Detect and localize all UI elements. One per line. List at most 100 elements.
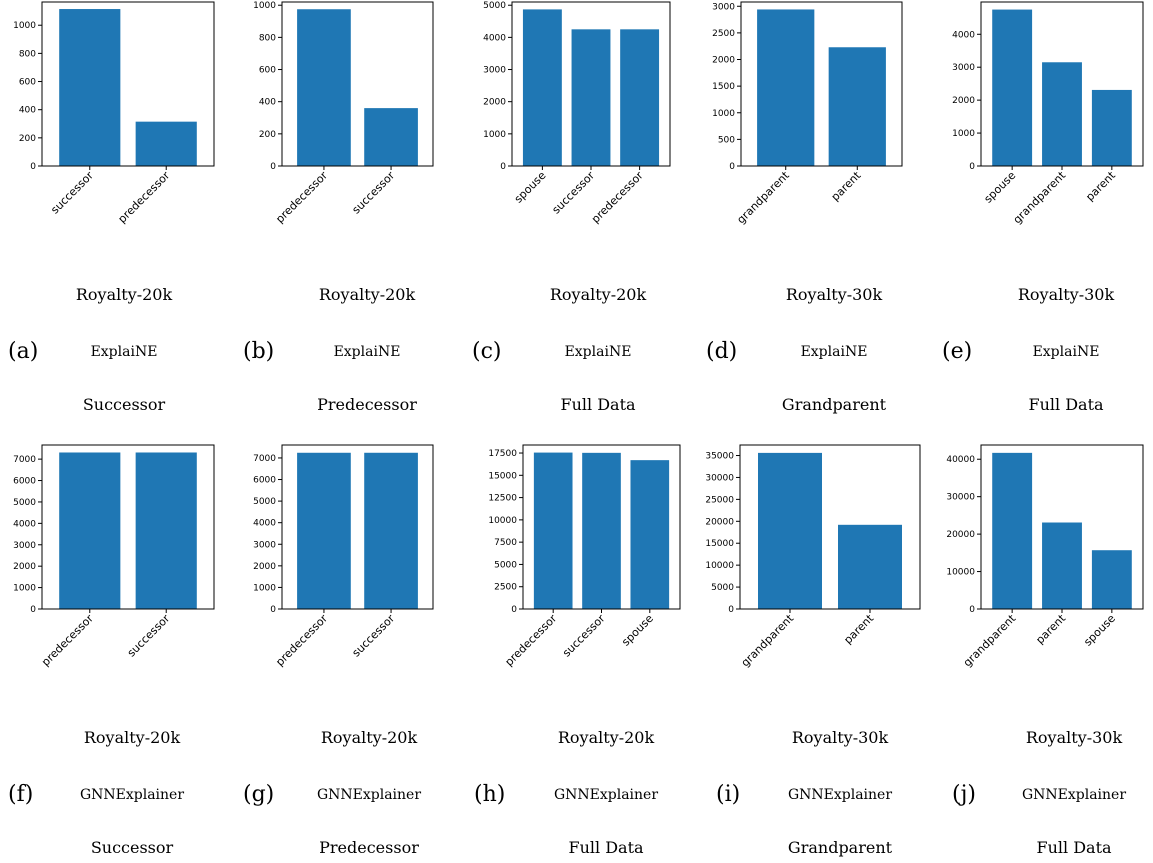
x-tick-label: spouse <box>1081 612 1118 649</box>
y-tick-label: 1000 <box>13 584 36 594</box>
bar <box>757 9 815 167</box>
bar <box>758 452 822 609</box>
y-tick-label: 6000 <box>13 477 36 487</box>
caption-target: Full Data <box>568 838 644 857</box>
caption-letter: (d) <box>706 339 737 364</box>
bar <box>59 9 121 167</box>
y-tick-label: 10000 <box>705 561 734 571</box>
chart-panel-i: 0 5000 10000 15000 20000 25000 30000 35000 grand… <box>705 444 921 669</box>
bar <box>135 121 197 166</box>
y-tick-label: 1000 <box>13 21 36 31</box>
caption-letter: (a) <box>8 339 38 364</box>
caption-method: GNNExplainer <box>554 787 658 803</box>
bar <box>364 452 418 609</box>
bar <box>297 452 351 609</box>
y-tick-label: 15000 <box>705 539 734 549</box>
x-tick-label: grandparent <box>739 611 797 669</box>
caption-dataset: Royalty-30k <box>1018 285 1115 304</box>
x-tick-label: predecessor <box>589 169 646 226</box>
chart-panel-j: 0 10000 20000 30000 40000 grandparent parent sp… <box>946 444 1144 669</box>
caption-b: Royalty-20k ExplaiNE Predecessor (b) <box>243 285 417 414</box>
y-tick-label: 30000 <box>946 493 975 503</box>
y-tick-label: 0 <box>270 162 276 172</box>
y-tick-label: 3000 <box>952 63 975 73</box>
bar <box>364 108 418 166</box>
caption-dataset: Royalty-20k <box>558 728 655 747</box>
chart-panel-d: 0 500 1000 1500 2000 2500 3000 grandparent paren… <box>712 1 903 226</box>
y-tick-label: 35000 <box>705 452 734 462</box>
x-tick-label: predecessor <box>503 612 560 669</box>
y-tick-label: 10000 <box>488 516 517 526</box>
caption-target: Full Data <box>1028 395 1104 414</box>
x-tick-label: parent <box>1033 611 1068 646</box>
y-tick-label: 1000 <box>253 583 276 593</box>
caption-dataset: Royalty-20k <box>76 285 173 304</box>
y-tick-label: 2000 <box>712 56 735 66</box>
plot-frame <box>281 444 434 610</box>
x-tick-label: predecessor <box>39 612 96 669</box>
caption-target: Predecessor <box>319 838 419 857</box>
caption-method: GNNExplainer <box>317 787 421 803</box>
y-tick-label: 800 <box>19 49 36 59</box>
y-tick-label: 1500 <box>712 82 735 92</box>
y-tick-label: 4000 <box>253 519 276 529</box>
bar <box>838 524 902 609</box>
y-tick-label: 0 <box>270 605 276 615</box>
y-tick-label: 4000 <box>13 519 36 529</box>
y-tick-label: 0 <box>511 605 517 615</box>
y-tick-label: 5000 <box>13 498 36 508</box>
y-tick-label: 0 <box>30 605 36 615</box>
caption-method: ExplaiNE <box>565 344 632 360</box>
chart-panel-h: 0 2500 5000 7500 10000 12500 15000 17500 predece… <box>488 444 681 669</box>
y-tick-label: 400 <box>19 106 36 116</box>
bar <box>582 452 621 609</box>
caption-letter: (c) <box>472 339 502 364</box>
chart-panel-a: 0 200 400 600 800 1000 successor predecessor <box>13 1 215 226</box>
caption-j: Royalty-30k GNNExplainer Full Data (j) <box>952 728 1126 857</box>
y-tick-label: 800 <box>259 33 276 43</box>
y-tick-label: 7000 <box>13 455 36 465</box>
y-tick-label: 1000 <box>712 109 735 119</box>
caption-method: GNNExplainer <box>80 787 184 803</box>
caption-c: Royalty-20k ExplaiNE Full Data (c) <box>472 285 646 414</box>
caption-method: ExplaiNE <box>334 344 401 360</box>
y-tick-label: 20000 <box>946 530 975 540</box>
x-tick-label: predecessor <box>116 169 173 226</box>
bar <box>59 452 121 609</box>
caption-dataset: Royalty-20k <box>321 728 418 747</box>
y-tick-label: 1000 <box>483 130 506 140</box>
y-tick-label: 1000 <box>253 1 276 11</box>
caption-method: GNNExplainer <box>1022 787 1126 803</box>
y-tick-label: 400 <box>259 98 276 108</box>
plot-frame <box>41 1 215 167</box>
y-tick-label: 7000 <box>253 454 276 464</box>
bar <box>522 9 562 167</box>
caption-dataset: Royalty-20k <box>84 728 181 747</box>
caption-target: Grandparent <box>782 395 887 414</box>
y-tick-label: 10000 <box>946 568 975 578</box>
y-tick-label: 0 <box>500 162 506 172</box>
y-tick-label: 0 <box>969 605 975 615</box>
caption-h: Royalty-20k GNNExplainer Full Data (h) <box>474 728 658 857</box>
y-tick-label: 3000 <box>13 541 36 551</box>
x-tick-label: successor <box>560 612 608 660</box>
caption-d: Royalty-30k ExplaiNE Grandparent (d) <box>706 285 887 414</box>
y-tick-label: 0 <box>969 162 975 172</box>
y-tick-label: 3000 <box>253 540 276 550</box>
y-tick-label: 5000 <box>253 497 276 507</box>
y-tick-label: 3000 <box>712 2 735 12</box>
bar <box>571 29 611 166</box>
caption-dataset: Royalty-30k <box>1026 728 1123 747</box>
caption-letter: (e) <box>942 339 972 364</box>
bar <box>992 452 1033 609</box>
x-tick-label: successor <box>48 169 96 217</box>
caption-g: Royalty-20k GNNExplainer Predecessor (g) <box>243 728 421 857</box>
bar <box>828 47 886 167</box>
plot-frame <box>739 444 921 610</box>
chart-panel-c: 0 1000 2000 3000 4000 5000 spouse successorpred… <box>483 1 671 226</box>
x-tick-label: grandparent <box>961 611 1019 669</box>
bar <box>1091 89 1132 166</box>
bar <box>992 9 1033 166</box>
y-tick-label: 7500 <box>494 538 517 548</box>
